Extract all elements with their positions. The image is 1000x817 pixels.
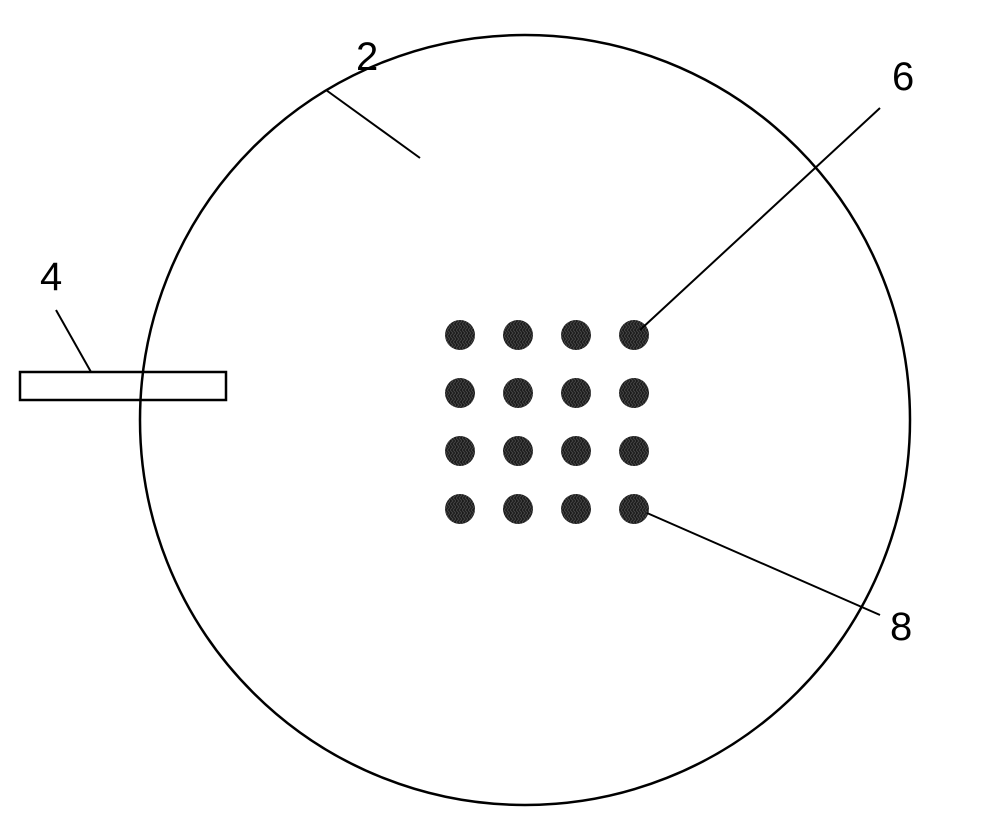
label-2: 2 <box>356 35 378 79</box>
grid-dot <box>503 436 533 466</box>
grid-dot <box>445 494 475 524</box>
grid-dot <box>445 378 475 408</box>
grid-dot <box>561 436 591 466</box>
grid-dot <box>619 436 649 466</box>
label-4: 4 <box>40 255 62 299</box>
background <box>0 0 1000 817</box>
diagram-canvas: 2 4 6 8 <box>0 0 1000 817</box>
grid-dot <box>619 378 649 408</box>
handle-rect <box>20 372 226 400</box>
grid-dot <box>503 494 533 524</box>
grid-dot <box>445 436 475 466</box>
label-6: 6 <box>892 55 914 99</box>
grid-dot <box>561 494 591 524</box>
grid-dot <box>445 320 475 350</box>
label-8: 8 <box>890 605 912 649</box>
grid-dot <box>503 320 533 350</box>
grid-dot <box>619 494 649 524</box>
grid-dot <box>561 320 591 350</box>
grid-dot <box>561 378 591 408</box>
grid-dot <box>503 378 533 408</box>
